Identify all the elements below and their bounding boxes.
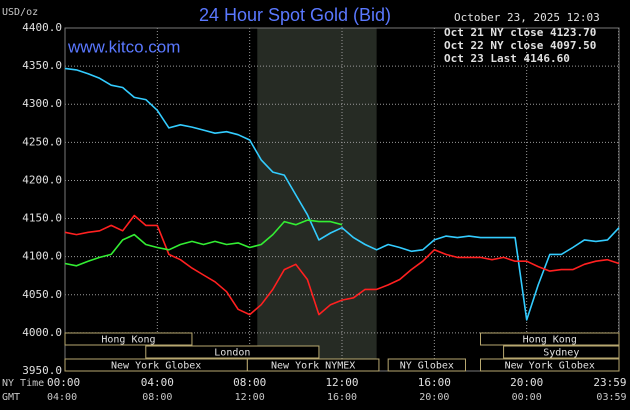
y-axis-label: USD/oz [2, 7, 38, 18]
timestamp: October 23, 2025 12:03 [454, 11, 600, 24]
session-label: New York Globex [111, 361, 201, 372]
y-tick-label: 4050.0 [22, 288, 62, 301]
session-box [387, 358, 466, 372]
x2-tick-label: 08:00 [142, 392, 172, 403]
session-box [503, 345, 620, 359]
legend-entry: Oct 23 Last 4146.60 [444, 52, 570, 65]
y-tick-label: 4350.0 [22, 59, 62, 72]
session-label: Hong Kong [101, 335, 155, 346]
legend-entry: Oct 21 NY close 4123.70 [444, 26, 596, 39]
legend-entry: Oct 22 NY close 4097.50 [444, 39, 596, 52]
session-label: London [214, 348, 250, 359]
x-tick-label: 12:00 [325, 376, 358, 389]
session-box [480, 358, 620, 372]
series-line [64, 67, 620, 321]
session-box [246, 358, 380, 372]
session-label: New York NYMEX [271, 361, 355, 372]
x2-tick-label: 20:00 [419, 392, 449, 403]
session-label: Hong Kong [523, 335, 577, 346]
x-tick-label: 23:59 [593, 376, 626, 389]
session-label: NY Globex [400, 361, 454, 372]
y-tick-label: 4200.0 [22, 173, 62, 186]
session-box [480, 332, 620, 346]
session-label: Sydney [543, 348, 579, 359]
x2-tick-label: 16:00 [327, 392, 357, 403]
y-tick-label: 4300.0 [22, 97, 62, 110]
x2-tick-label: 04:00 [47, 392, 77, 403]
x2-tick-label: 00:00 [512, 392, 542, 403]
session-box [145, 345, 320, 359]
series-line [64, 219, 343, 267]
x-row-label: NY Time [2, 378, 44, 389]
y-tick-label: 4250.0 [22, 135, 62, 148]
series-line [64, 214, 620, 316]
session-label: New York Globex [505, 361, 595, 372]
x-row-label: GMT [2, 392, 20, 403]
x-tick-label: 00:00 [47, 376, 80, 389]
x-tick-label: 20:00 [510, 376, 543, 389]
x-tick-label: 16:00 [418, 376, 451, 389]
x2-tick-label: 03:59 [596, 392, 626, 403]
session-box [64, 332, 193, 346]
y-tick-label: 4100.0 [22, 250, 62, 263]
y-tick-label: 3950.0 [22, 364, 62, 377]
x-tick-label: 04:00 [141, 376, 174, 389]
y-tick-label: 4150.0 [22, 212, 62, 225]
shaded-region [257, 28, 377, 371]
x2-tick-label: 12:00 [235, 392, 265, 403]
watermark: www.kitco.com [67, 37, 180, 56]
y-tick-label: 4400.0 [22, 21, 62, 34]
y-tick-label: 4000.0 [22, 326, 62, 339]
chart-title: 24 Hour Spot Gold (Bid) [199, 5, 391, 25]
x-tick-label: 08:00 [233, 376, 266, 389]
